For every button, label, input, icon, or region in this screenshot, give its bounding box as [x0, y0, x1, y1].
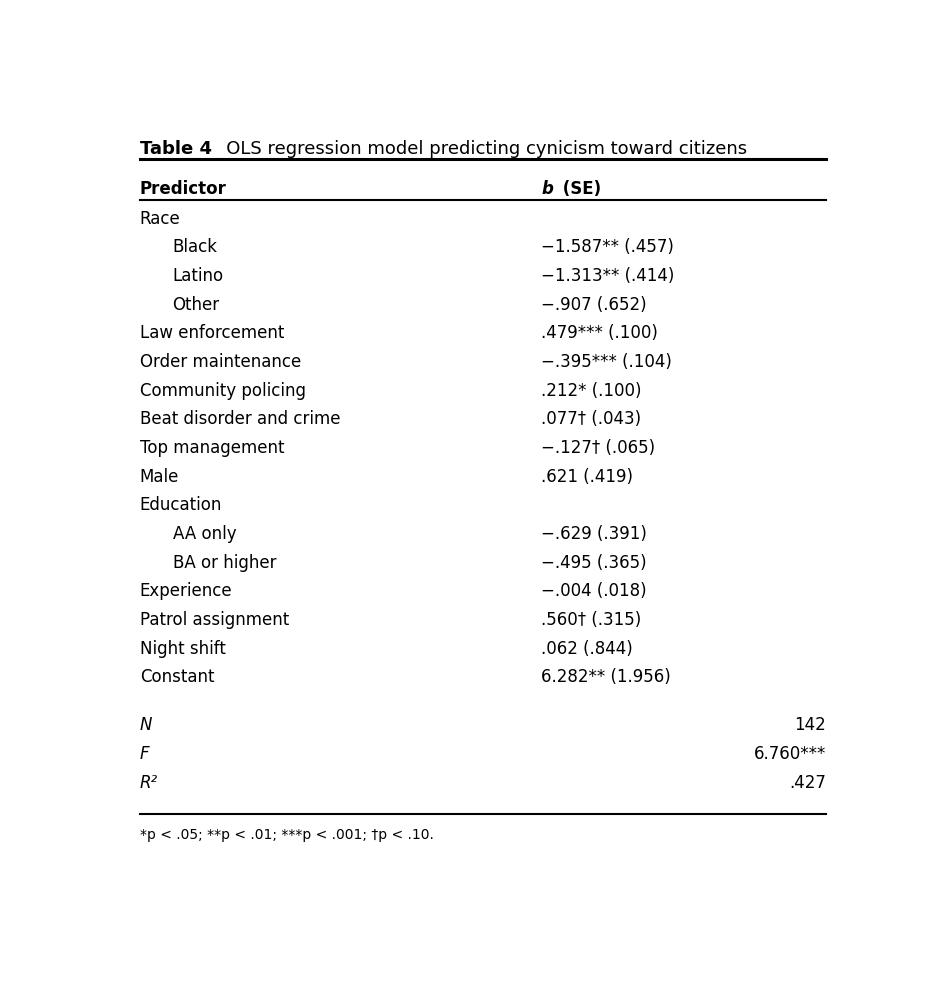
Text: 6.760***: 6.760*** — [754, 745, 826, 764]
Text: *p < .05; **p < .01; ***p < .001; †p < .10.: *p < .05; **p < .01; ***p < .001; †p < .… — [139, 828, 433, 842]
Text: Latino: Latino — [172, 268, 223, 285]
Text: Top management: Top management — [139, 439, 284, 457]
Text: .621 (.419): .621 (.419) — [542, 468, 633, 486]
Text: (SE): (SE) — [558, 180, 601, 198]
Text: .212* (.100): .212* (.100) — [542, 381, 642, 399]
Text: −.495 (.365): −.495 (.365) — [542, 553, 647, 571]
Text: Order maintenance: Order maintenance — [139, 353, 300, 371]
Text: Community policing: Community policing — [139, 381, 305, 399]
Text: Male: Male — [139, 468, 179, 486]
Text: Black: Black — [172, 238, 218, 257]
Text: −.004 (.018): −.004 (.018) — [542, 582, 647, 601]
Text: Constant: Constant — [139, 668, 214, 686]
Text: −.907 (.652): −.907 (.652) — [542, 296, 647, 314]
Text: −1.313** (.414): −1.313** (.414) — [542, 268, 674, 285]
Text: BA or higher: BA or higher — [172, 553, 276, 571]
Text: −.127† (.065): −.127† (.065) — [542, 439, 656, 457]
Text: Law enforcement: Law enforcement — [139, 325, 284, 342]
Text: Beat disorder and crime: Beat disorder and crime — [139, 410, 340, 429]
Text: −.629 (.391): −.629 (.391) — [542, 525, 647, 543]
Text: b: b — [542, 180, 553, 198]
Text: Patrol assignment: Patrol assignment — [139, 611, 289, 629]
Text: .479*** (.100): .479*** (.100) — [542, 325, 658, 342]
Text: N: N — [139, 716, 152, 734]
Text: Other: Other — [172, 296, 219, 314]
Text: Night shift: Night shift — [139, 640, 225, 658]
Text: .560† (.315): .560† (.315) — [542, 611, 642, 629]
Text: 6.282** (1.956): 6.282** (1.956) — [542, 668, 671, 686]
Text: .062 (.844): .062 (.844) — [542, 640, 633, 658]
Text: Education: Education — [139, 496, 222, 514]
Text: AA only: AA only — [172, 525, 236, 543]
Text: Experience: Experience — [139, 582, 233, 601]
Text: −1.587** (.457): −1.587** (.457) — [542, 238, 674, 257]
Text: R²: R² — [139, 774, 157, 792]
Text: Race: Race — [139, 210, 181, 227]
Text: Table 4: Table 4 — [139, 140, 212, 158]
Text: .427: .427 — [789, 774, 826, 792]
Text: .077† (.043): .077† (.043) — [542, 410, 642, 429]
Text: Predictor: Predictor — [139, 180, 226, 198]
Text: F: F — [139, 745, 149, 764]
Text: −.395*** (.104): −.395*** (.104) — [542, 353, 672, 371]
Text: OLS regression model predicting cynicism toward citizens: OLS regression model predicting cynicism… — [209, 140, 747, 158]
Text: 142: 142 — [794, 716, 826, 734]
